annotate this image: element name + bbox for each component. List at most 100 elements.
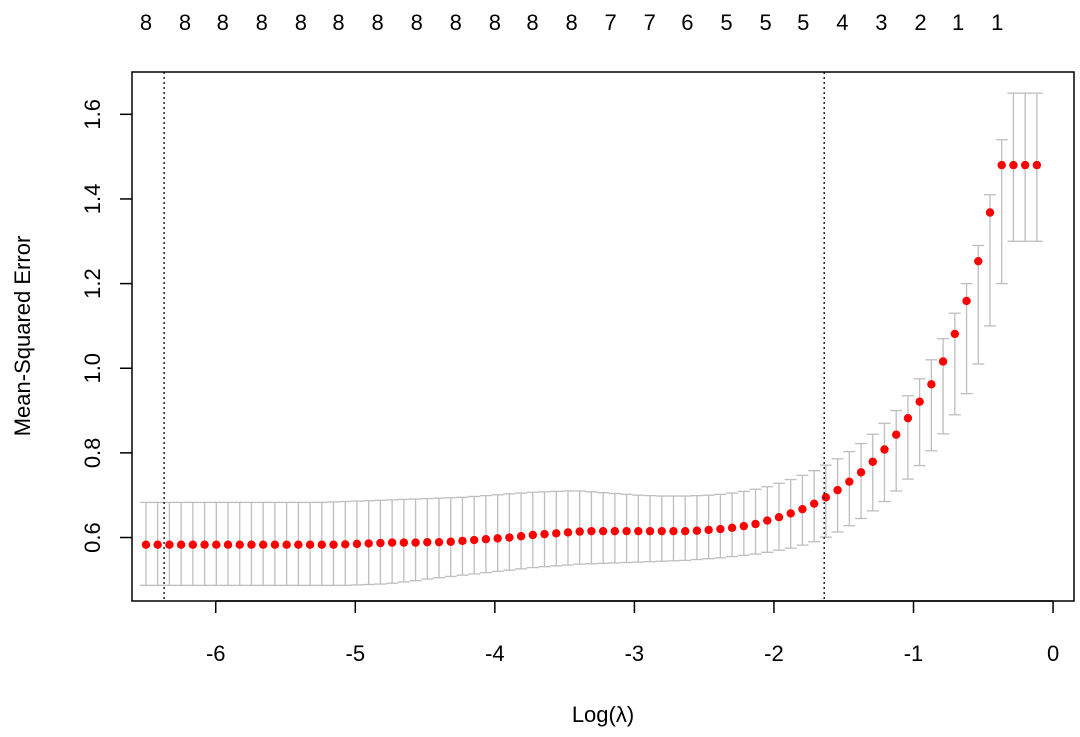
mse-point <box>892 430 901 439</box>
mse-point <box>786 509 795 518</box>
x-tick-label: -4 <box>485 641 505 666</box>
top-axis-label: 7 <box>644 10 656 35</box>
error-bar <box>843 450 856 527</box>
mse-point <box>270 540 280 549</box>
top-axis-label: 4 <box>836 10 848 35</box>
mse-point <box>165 540 174 549</box>
mse-point <box>387 538 397 547</box>
error-bar <box>866 433 879 512</box>
error-bar <box>503 493 516 571</box>
mse-point <box>821 493 831 502</box>
top-axis-label: 8 <box>565 10 577 35</box>
mse-point <box>434 537 444 547</box>
mse-point <box>352 539 362 549</box>
mse-point <box>212 540 221 549</box>
x-axis-label: Log(λ) <box>572 702 634 727</box>
x-tick-label: -2 <box>764 641 784 666</box>
mse-point <box>868 457 877 466</box>
y-axis-label: Mean-Squared Error <box>10 236 35 437</box>
mse-point <box>727 523 737 532</box>
mse-point <box>341 540 350 549</box>
error-bar <box>515 492 528 570</box>
error-bar <box>901 395 914 480</box>
mse-point <box>516 532 526 541</box>
mse-point <box>223 540 233 549</box>
mse-point <box>469 535 479 545</box>
top-axis-label: 8 <box>489 10 501 35</box>
mse-point <box>282 540 291 549</box>
mse-point <box>974 256 983 266</box>
mse-point <box>985 208 995 217</box>
mse-point <box>399 538 409 547</box>
top-axis-label: 5 <box>797 10 809 35</box>
x-tick-label: -6 <box>206 641 226 666</box>
mse-point <box>575 527 584 536</box>
mse-point <box>798 504 807 514</box>
top-axis-label: 8 <box>526 10 538 35</box>
error-bar <box>550 490 563 567</box>
y-tick-label: 1.4 <box>80 184 105 215</box>
mse-point <box>950 329 960 339</box>
top-axis-label: 8 <box>450 10 462 35</box>
top-axis-label: 7 <box>605 10 617 35</box>
error-bars-layer <box>139 92 1043 586</box>
error-bar <box>948 312 961 416</box>
mse-point <box>997 160 1006 170</box>
mse-point <box>634 526 643 536</box>
x-axis: -6 -5 -4 -3 -2 -1 0 <box>206 600 1059 666</box>
error-bar <box>491 494 504 573</box>
mse-point <box>915 397 924 406</box>
error-bar <box>468 495 481 575</box>
mse-point <box>317 540 326 549</box>
top-axis-label: 5 <box>759 10 771 35</box>
top-axis-label: 6 <box>681 10 693 35</box>
vlines-layer <box>163 72 825 601</box>
mse-point <box>446 537 455 546</box>
mse-point <box>856 468 866 477</box>
mse-point <box>141 540 151 549</box>
error-bar <box>913 378 926 467</box>
top-axis-label: 8 <box>179 10 191 35</box>
mse-point <box>1032 160 1042 170</box>
mse-point <box>176 540 186 549</box>
top-axis-label: 3 <box>875 10 887 35</box>
mse-point <box>505 533 514 542</box>
mse-point <box>739 521 749 531</box>
mse-point <box>1020 160 1030 170</box>
x-tick-label: -1 <box>904 641 924 666</box>
mse-point <box>763 516 772 525</box>
mse-point <box>552 529 561 538</box>
error-bar <box>538 491 551 568</box>
mse-point <box>598 526 608 536</box>
mse-point <box>481 535 491 544</box>
mse-point <box>329 540 338 549</box>
error-bar <box>479 494 492 574</box>
mse-point <box>622 526 631 536</box>
mse-point <box>833 485 842 495</box>
error-bar <box>433 497 446 579</box>
y-tick-label: 0.6 <box>80 522 105 553</box>
mse-point <box>704 525 713 535</box>
mse-point <box>376 538 385 548</box>
error-bar <box>890 409 903 492</box>
mse-point <box>751 519 760 529</box>
mse-point <box>153 540 162 549</box>
mse-point <box>680 526 690 536</box>
top-axis-label: 2 <box>914 10 926 35</box>
mse-point <box>645 526 655 536</box>
mse-point <box>458 536 467 546</box>
error-bar <box>526 491 539 569</box>
mse-point <box>962 296 971 306</box>
mse-point <box>880 445 889 454</box>
mse-point <box>903 413 913 423</box>
error-bar <box>937 337 950 435</box>
error-bar <box>561 490 574 566</box>
mse-point <box>692 526 702 535</box>
x-tick-label: 0 <box>1047 641 1059 666</box>
mse-point <box>716 524 725 534</box>
mse-point <box>423 537 432 547</box>
mse-point <box>938 357 948 366</box>
mse-point <box>258 540 268 549</box>
